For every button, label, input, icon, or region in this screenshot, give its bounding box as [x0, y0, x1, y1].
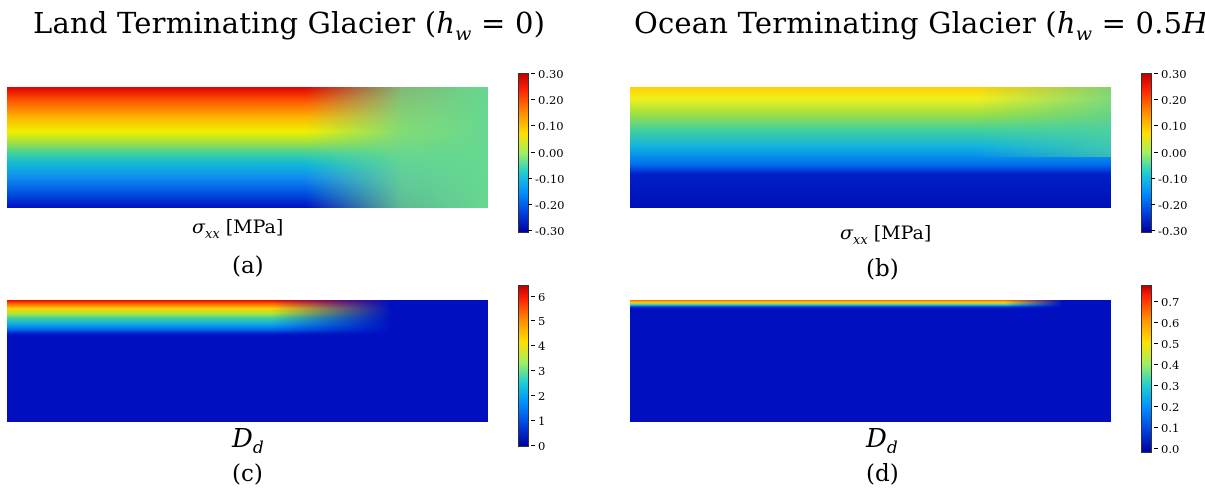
cbar-b-tick: 0.00	[1154, 146, 1187, 160]
cbar-d-tick: 0.0	[1153, 442, 1180, 456]
cbar-c-tick: 0	[530, 439, 546, 453]
panel-b-quantity-label: σxx [MPa]	[840, 222, 932, 248]
cbar-c-tick: 2	[530, 389, 546, 403]
cbar-b-tick: -0.10	[1151, 172, 1188, 186]
panel-b-stress-field	[630, 87, 1111, 208]
cbar-a-tick: -0.30	[528, 224, 565, 238]
cbar-b-tick: 0.10	[1154, 119, 1187, 133]
panel-c-damage-field	[7, 300, 488, 422]
cbar-d-tick: 0.7	[1153, 295, 1180, 309]
cbar-c-tick: 1	[530, 414, 546, 428]
cbar-c-tick: 3	[530, 364, 546, 378]
cbar-d-tick: 0.2	[1153, 400, 1180, 414]
cbar-c-tick: 5	[530, 314, 546, 328]
cbar-c-tick: 4	[530, 339, 546, 353]
cbar-d-tick: 0.1	[1153, 421, 1180, 435]
panel-a-quantity-label: σxx [MPa]	[192, 216, 284, 242]
cbar-a-tick: -0.20	[528, 198, 565, 212]
cbar-a-tick: -0.10	[528, 172, 565, 186]
cbar-a-tick: 0.30	[531, 67, 564, 81]
cbar-c-tick: 6	[530, 290, 546, 304]
cbar-a-tick: 0.20	[531, 93, 564, 107]
cbar-d-tick: 0.5	[1153, 337, 1180, 351]
cbar-b-tick: 0.30	[1154, 67, 1187, 81]
panel-d-tag: (d)	[866, 461, 899, 487]
cbar-b-tick: -0.20	[1151, 198, 1188, 212]
panel-c-colorbar	[518, 285, 529, 447]
panel-d-damage-field	[630, 300, 1111, 422]
cbar-a-tick: 0.10	[531, 119, 564, 133]
cbar-d-tick: 0.3	[1153, 379, 1180, 393]
panel-c-quantity-label: Dd	[232, 424, 264, 459]
cbar-a-tick: 0.00	[531, 146, 564, 160]
title-ocean-terminating: Ocean Terminating Glacier (hw = 0.5H)	[634, 6, 1205, 45]
cbar-d-tick: 0.6	[1153, 316, 1180, 330]
panel-c-tag: (c)	[232, 461, 263, 487]
cbar-b-tick: 0.20	[1154, 93, 1187, 107]
panel-d-colorbar	[1141, 285, 1152, 453]
panel-a-tag: (a)	[232, 253, 264, 279]
panel-d-quantity-label: Dd	[866, 424, 898, 459]
panel-a-stress-field	[7, 87, 488, 208]
title-land-terminating: Land Terminating Glacier (hw = 0)	[33, 6, 546, 45]
panel-b-colorbar	[1141, 73, 1152, 233]
cbar-b-tick: -0.30	[1151, 224, 1188, 238]
panel-a-colorbar	[518, 73, 529, 233]
panel-b-tag: (b)	[866, 256, 899, 282]
cbar-d-tick: 0.4	[1153, 358, 1180, 372]
